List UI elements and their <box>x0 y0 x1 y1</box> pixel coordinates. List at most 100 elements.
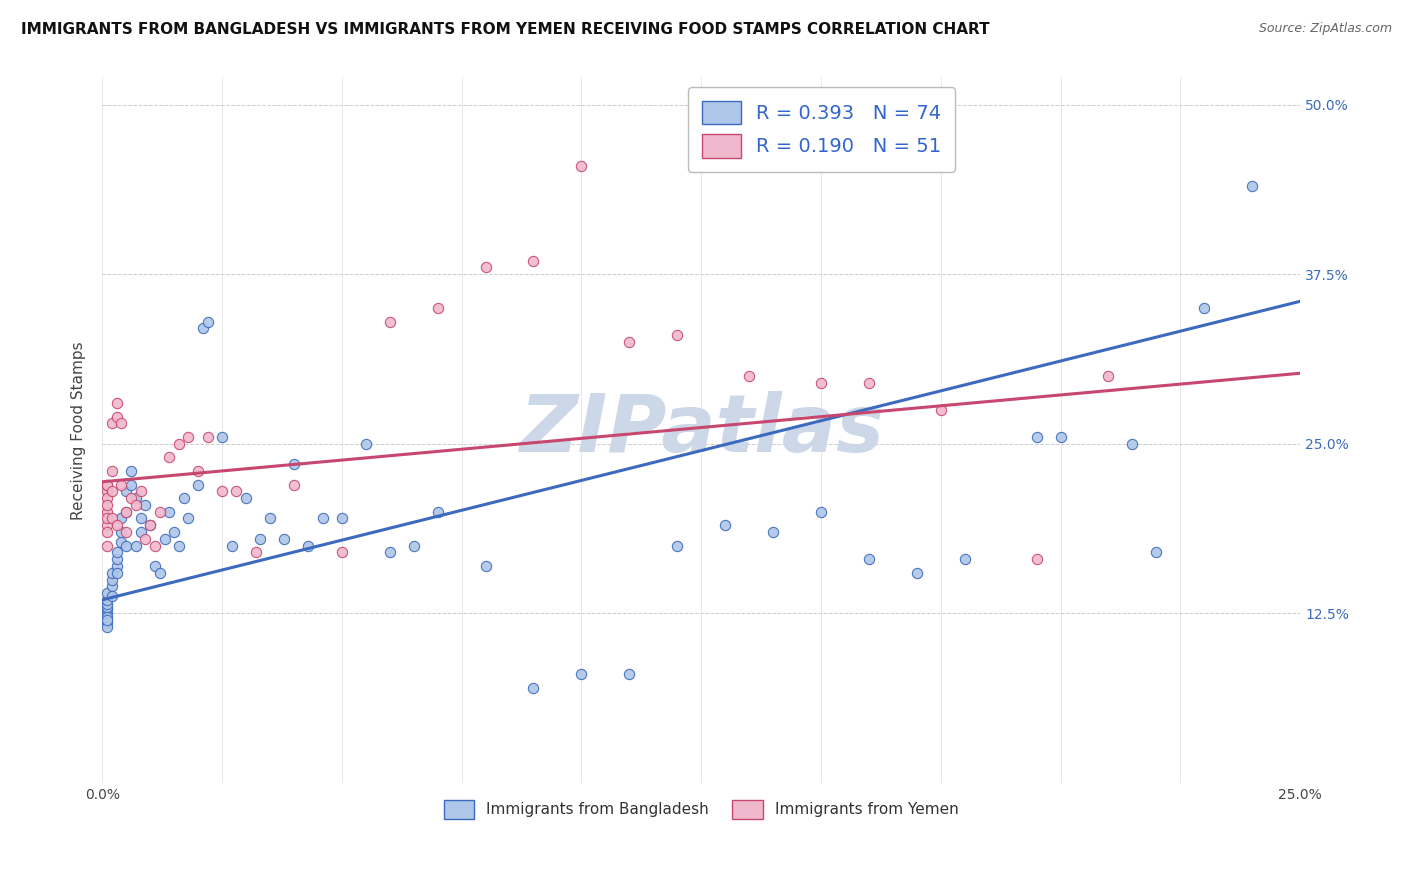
Point <box>110 511 132 525</box>
Point <box>810 505 832 519</box>
Point <box>378 545 401 559</box>
Point <box>125 539 148 553</box>
Point <box>157 450 180 465</box>
Point <box>569 159 592 173</box>
Point <box>96 477 118 491</box>
Point <box>101 464 124 478</box>
Point <box>259 511 281 525</box>
Point <box>522 681 544 695</box>
Point <box>110 524 132 539</box>
Point <box>330 545 353 559</box>
Point <box>221 539 243 553</box>
Point <box>96 592 118 607</box>
Point <box>1049 430 1071 444</box>
Point <box>101 579 124 593</box>
Point <box>402 539 425 553</box>
Point <box>666 328 689 343</box>
Point <box>167 539 190 553</box>
Point <box>330 511 353 525</box>
Point <box>125 491 148 505</box>
Point <box>1144 545 1167 559</box>
Point <box>105 396 128 410</box>
Legend: Immigrants from Bangladesh, Immigrants from Yemen: Immigrants from Bangladesh, Immigrants f… <box>437 794 965 825</box>
Point <box>115 524 138 539</box>
Point <box>378 315 401 329</box>
Point <box>143 558 166 573</box>
Point <box>96 524 118 539</box>
Point <box>143 539 166 553</box>
Point <box>96 607 118 621</box>
Point <box>134 532 156 546</box>
Point <box>96 599 118 614</box>
Point <box>1194 301 1216 315</box>
Point <box>96 586 118 600</box>
Point <box>129 484 152 499</box>
Point <box>125 498 148 512</box>
Point <box>115 484 138 499</box>
Point <box>101 573 124 587</box>
Point <box>1025 430 1047 444</box>
Point <box>1121 437 1143 451</box>
Point <box>191 321 214 335</box>
Point <box>177 430 200 444</box>
Point <box>714 518 737 533</box>
Point <box>177 511 200 525</box>
Point <box>96 615 118 630</box>
Point <box>101 417 124 431</box>
Point <box>96 539 118 553</box>
Point <box>101 566 124 580</box>
Text: ZIPatlas: ZIPatlas <box>519 392 883 469</box>
Point <box>858 376 880 390</box>
Point <box>810 376 832 390</box>
Point <box>249 532 271 546</box>
Point <box>105 552 128 566</box>
Point <box>163 524 186 539</box>
Point <box>101 484 124 499</box>
Point <box>96 491 118 505</box>
Point <box>96 602 118 616</box>
Point <box>115 505 138 519</box>
Point <box>297 539 319 553</box>
Point <box>569 667 592 681</box>
Point <box>929 403 952 417</box>
Point <box>738 368 761 383</box>
Point <box>101 511 124 525</box>
Point <box>96 620 118 634</box>
Point <box>105 545 128 559</box>
Text: Source: ZipAtlas.com: Source: ZipAtlas.com <box>1258 22 1392 36</box>
Point <box>426 505 449 519</box>
Point <box>522 253 544 268</box>
Point <box>197 430 219 444</box>
Point <box>474 558 496 573</box>
Point <box>105 558 128 573</box>
Point <box>619 334 641 349</box>
Point <box>96 511 118 525</box>
Point <box>283 477 305 491</box>
Point <box>426 301 449 315</box>
Point <box>619 667 641 681</box>
Point <box>105 409 128 424</box>
Text: IMMIGRANTS FROM BANGLADESH VS IMMIGRANTS FROM YEMEN RECEIVING FOOD STAMPS CORREL: IMMIGRANTS FROM BANGLADESH VS IMMIGRANTS… <box>21 22 990 37</box>
Point <box>96 597 118 611</box>
Point <box>197 315 219 329</box>
Point <box>110 477 132 491</box>
Point <box>157 505 180 519</box>
Point <box>120 464 142 478</box>
Point <box>225 484 247 499</box>
Point <box>115 539 138 553</box>
Point <box>311 511 333 525</box>
Point <box>139 518 162 533</box>
Point <box>1241 179 1264 194</box>
Point <box>153 532 176 546</box>
Point <box>96 613 118 627</box>
Point <box>96 610 118 624</box>
Point <box>211 430 233 444</box>
Point <box>96 477 118 491</box>
Point <box>110 534 132 549</box>
Point <box>149 566 172 580</box>
Point <box>101 589 124 603</box>
Point <box>211 484 233 499</box>
Point <box>666 539 689 553</box>
Point <box>283 457 305 471</box>
Point <box>120 477 142 491</box>
